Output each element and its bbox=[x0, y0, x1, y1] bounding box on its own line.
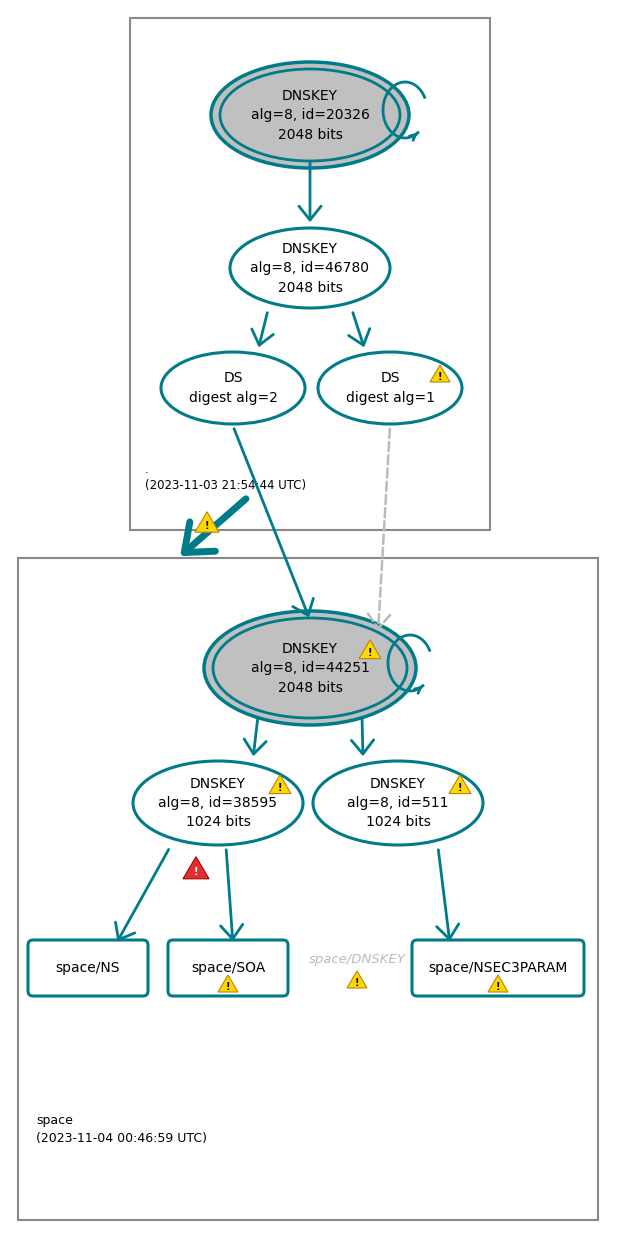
Text: .: . bbox=[145, 465, 149, 475]
Text: !: ! bbox=[495, 982, 500, 992]
Polygon shape bbox=[488, 974, 508, 992]
Polygon shape bbox=[195, 512, 219, 533]
Polygon shape bbox=[449, 774, 471, 793]
Text: !: ! bbox=[226, 982, 230, 992]
Text: DS
digest alg=1: DS digest alg=1 bbox=[346, 371, 434, 404]
Text: space/DNSKEY: space/DNSKEY bbox=[308, 953, 405, 967]
FancyBboxPatch shape bbox=[130, 18, 490, 530]
Ellipse shape bbox=[133, 760, 303, 845]
Text: DNSKEY
alg=8, id=20326
2048 bits: DNSKEY alg=8, id=20326 2048 bits bbox=[251, 88, 370, 141]
Polygon shape bbox=[347, 971, 367, 988]
Text: !: ! bbox=[205, 521, 209, 530]
Text: !: ! bbox=[278, 783, 282, 793]
Ellipse shape bbox=[161, 353, 305, 424]
Ellipse shape bbox=[220, 69, 400, 161]
FancyBboxPatch shape bbox=[412, 940, 584, 996]
Text: space/NS: space/NS bbox=[56, 961, 120, 974]
FancyBboxPatch shape bbox=[28, 940, 148, 996]
Ellipse shape bbox=[318, 353, 462, 424]
Ellipse shape bbox=[313, 760, 483, 845]
Polygon shape bbox=[359, 640, 381, 658]
Text: !: ! bbox=[458, 783, 462, 793]
Polygon shape bbox=[218, 974, 238, 992]
FancyBboxPatch shape bbox=[18, 558, 598, 1220]
Text: DNSKEY
alg=8, id=511
1024 bits: DNSKEY alg=8, id=511 1024 bits bbox=[347, 777, 449, 830]
Ellipse shape bbox=[204, 611, 416, 725]
Polygon shape bbox=[183, 856, 209, 879]
Text: space
(2023-11-04 00:46:59 UTC): space (2023-11-04 00:46:59 UTC) bbox=[36, 1114, 207, 1144]
Polygon shape bbox=[430, 365, 450, 381]
Text: !: ! bbox=[355, 977, 359, 987]
Text: !: ! bbox=[368, 647, 372, 657]
Text: DNSKEY
alg=8, id=38595
1024 bits: DNSKEY alg=8, id=38595 1024 bits bbox=[159, 777, 278, 830]
FancyBboxPatch shape bbox=[168, 940, 288, 996]
Ellipse shape bbox=[213, 618, 407, 718]
Ellipse shape bbox=[211, 62, 409, 167]
Text: !: ! bbox=[437, 371, 442, 381]
Text: DNSKEY
alg=8, id=46780
2048 bits: DNSKEY alg=8, id=46780 2048 bits bbox=[251, 242, 370, 295]
Polygon shape bbox=[269, 774, 291, 793]
Text: DNSKEY
alg=8, id=44251
2048 bits: DNSKEY alg=8, id=44251 2048 bits bbox=[251, 642, 370, 695]
Text: DS
digest alg=2: DS digest alg=2 bbox=[189, 371, 278, 404]
Ellipse shape bbox=[230, 228, 390, 308]
Text: !: ! bbox=[194, 866, 198, 876]
Text: (2023-11-03 21:54:44 UTC): (2023-11-03 21:54:44 UTC) bbox=[145, 478, 306, 492]
Text: space/SOA: space/SOA bbox=[191, 961, 265, 974]
Text: space/NSEC3PARAM: space/NSEC3PARAM bbox=[428, 961, 568, 974]
